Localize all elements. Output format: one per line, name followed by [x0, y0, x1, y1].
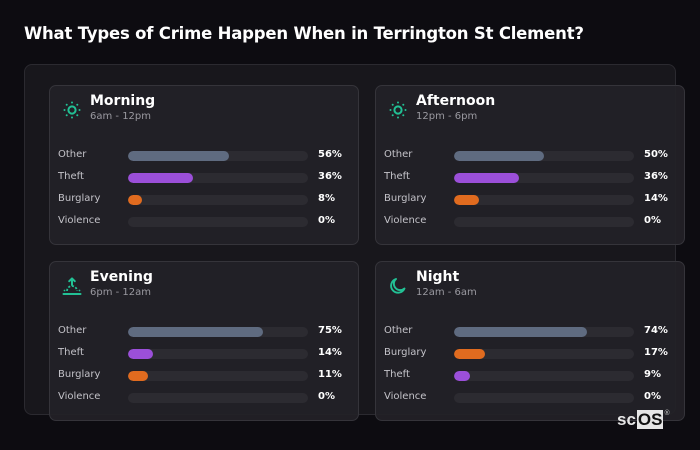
bar-fill	[454, 349, 485, 359]
bar-track	[454, 195, 634, 205]
bar-track	[128, 327, 308, 337]
card-evening: Evening 6pm - 12am Other 75% Theft 14% Burgl…	[49, 261, 359, 421]
bar-label: Other	[384, 149, 413, 160]
bar-row-violence: Violence 0%	[384, 214, 684, 228]
scos-logo: sc OS ®	[617, 410, 670, 429]
bar-label: Other	[58, 149, 87, 160]
bar-label: Other	[58, 325, 87, 336]
bar-percent: 14%	[318, 347, 342, 358]
bar-track	[128, 371, 308, 381]
bar-row-theft: Theft 36%	[58, 170, 358, 184]
logo-sc: sc	[617, 410, 636, 429]
bar-percent: 74%	[644, 325, 668, 336]
moon-icon	[390, 278, 406, 294]
bar-percent: 56%	[318, 149, 342, 160]
bar-row-burglary: Burglary 14%	[384, 192, 684, 206]
bar-percent: 75%	[318, 325, 342, 336]
card-time-range: 6pm - 12am	[90, 287, 152, 298]
card-title: Morning	[90, 93, 156, 109]
bar-fill	[128, 151, 229, 161]
bar-row-other: Other 75%	[58, 324, 358, 338]
bar-track	[128, 349, 308, 359]
sun-icon	[63, 101, 81, 119]
logo-os: OS	[636, 410, 664, 429]
bar-track	[454, 217, 634, 227]
bar-track	[454, 151, 634, 161]
bar-row-theft: Theft 36%	[384, 170, 684, 184]
bar-label: Burglary	[58, 193, 101, 204]
bar-track	[454, 371, 634, 381]
bar-fill	[128, 195, 143, 205]
bar-percent: 0%	[644, 215, 661, 226]
bar-row-burglary: Burglary 8%	[58, 192, 358, 206]
bar-percent: 11%	[318, 369, 342, 380]
bar-label: Theft	[58, 171, 84, 182]
bar-track	[128, 393, 308, 403]
bar-row-violence: Violence 0%	[384, 390, 684, 404]
bar-track	[454, 327, 634, 337]
card-title: Afternoon	[416, 93, 496, 109]
bar-label: Violence	[58, 391, 101, 402]
bar-track	[128, 217, 308, 227]
bar-percent: 50%	[644, 149, 668, 160]
bar-fill	[454, 173, 519, 183]
bar-percent: 17%	[644, 347, 668, 358]
bar-track	[454, 173, 634, 183]
bar-label: Other	[384, 325, 413, 336]
bar-row-theft: Theft 9%	[384, 368, 684, 382]
bar-label: Burglary	[58, 369, 101, 380]
card-night: Night 12am - 6am Other 74% Burglary 17% Thef…	[375, 261, 685, 421]
card-time-range: 6am - 12pm	[90, 111, 152, 122]
bar-fill	[454, 151, 544, 161]
card-morning: Morning 6am - 12pm Other 56% Theft 36% Burgl…	[49, 85, 359, 245]
card-time-range: 12am - 6am	[416, 287, 477, 298]
bar-label: Theft	[384, 369, 410, 380]
bar-fill	[128, 349, 154, 359]
bar-track	[454, 393, 634, 403]
bar-percent: 0%	[318, 391, 335, 402]
bar-percent: 36%	[318, 171, 342, 182]
card-title: Evening	[90, 269, 153, 285]
bar-row-burglary: Burglary 11%	[58, 368, 358, 382]
bar-label: Violence	[384, 215, 427, 226]
bar-fill	[454, 327, 588, 337]
bar-fill	[128, 173, 193, 183]
bar-row-violence: Violence 0%	[58, 214, 358, 228]
bar-percent: 8%	[318, 193, 335, 204]
bar-track	[454, 349, 634, 359]
bar-percent: 36%	[644, 171, 668, 182]
card-title: Night	[416, 269, 460, 285]
bar-row-burglary: Burglary 17%	[384, 346, 684, 360]
sun-icon	[389, 101, 407, 119]
bar-row-other: Other 50%	[384, 148, 684, 162]
card-time-range: 12pm - 6pm	[416, 111, 478, 122]
bar-label: Theft	[384, 171, 410, 182]
bar-row-other: Other 74%	[384, 324, 684, 338]
bar-row-other: Other 56%	[58, 148, 358, 162]
bar-fill	[128, 327, 263, 337]
bar-percent: 9%	[644, 369, 661, 380]
bar-fill	[128, 371, 148, 381]
bar-label: Violence	[384, 391, 427, 402]
logo-registered: ®	[664, 410, 670, 417]
bar-percent: 0%	[318, 215, 335, 226]
bar-track	[128, 151, 308, 161]
bar-label: Theft	[58, 347, 84, 358]
bar-row-theft: Theft 14%	[58, 346, 358, 360]
bar-percent: 14%	[644, 193, 668, 204]
bar-track	[128, 173, 308, 183]
bar-track	[128, 195, 308, 205]
sunset-icon	[62, 277, 82, 295]
bar-fill	[454, 371, 471, 381]
card-afternoon: Afternoon 12pm - 6pm Other 50% Theft 36% Bur…	[375, 85, 685, 245]
bar-fill	[454, 195, 480, 205]
bar-label: Burglary	[384, 193, 427, 204]
bar-row-violence: Violence 0%	[58, 390, 358, 404]
bar-label: Burglary	[384, 347, 427, 358]
bar-percent: 0%	[644, 391, 661, 402]
bar-label: Violence	[58, 215, 101, 226]
page-title: What Types of Crime Happen When in Terri…	[24, 24, 584, 43]
